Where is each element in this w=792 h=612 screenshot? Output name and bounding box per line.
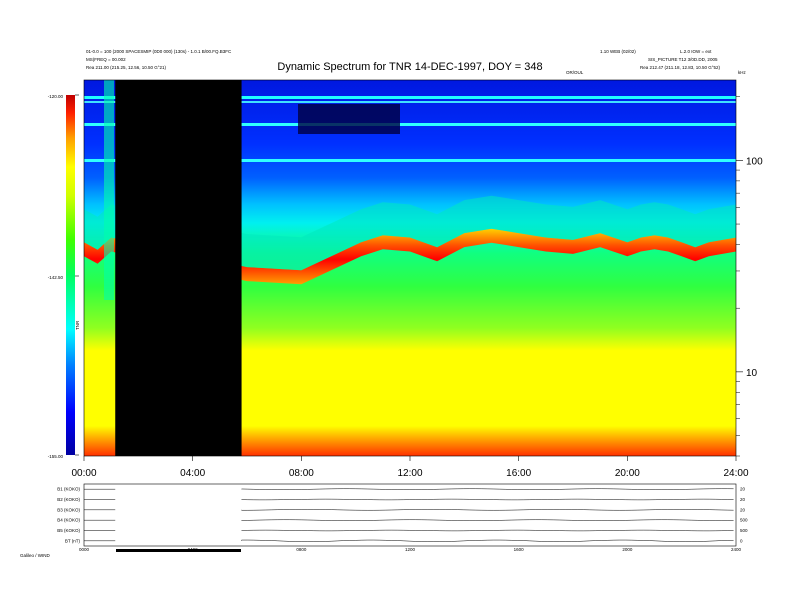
ephemeris-trace [241, 509, 734, 511]
x-axis: 00:00 04:00 08:00 12:00 16:00 20:00 24:00 [71, 456, 749, 479]
ephemeris-right-label: 500 [740, 518, 748, 523]
chart-title: Dynamic Spectrum for TNR 14-DEC-1997, DO… [277, 61, 542, 73]
x-tick-label: 24:00 [723, 468, 748, 479]
x-tick-label: 08:00 [289, 468, 314, 479]
ephemeris-row-label: B5 (KOKO) [57, 528, 80, 533]
header-right-line4: Rea 212.47 (211.18, 12.83, 10.50 G°52) [640, 65, 721, 70]
x-tick-label: 12:00 [397, 468, 422, 479]
ephemeris-right-label: 0 [740, 538, 743, 543]
ephemeris-corner-label: Galileo / WIND [20, 553, 51, 558]
header-center-small: OR/OUL [566, 70, 584, 75]
header-right-line1: 1.10 WEB (02/02) [600, 49, 636, 54]
ephemeris-time-label: 1200 [405, 547, 416, 552]
emission-stripe [84, 159, 736, 162]
colorbar [66, 95, 75, 455]
ephemeris-row-label: BT (nT) [65, 538, 81, 543]
emission-stripe [84, 101, 736, 103]
ephemeris-trace [241, 529, 734, 532]
spectrogram-plot [83, 79, 737, 457]
y-axis: 10 100 [736, 96, 763, 457]
y-tick-label: 10 [746, 368, 758, 379]
y-tick-label: 100 [746, 156, 763, 167]
ephemeris-row-label: B1 (KOKO) [57, 487, 80, 492]
header-right-corner: kHz [738, 70, 746, 75]
colorbar-title: TNR [75, 320, 80, 330]
ephemeris-time-label: 0000 [79, 547, 90, 552]
header-left-line3: Rea 211.00 (215.25, 12.56, 10.50 G°21) [86, 65, 167, 70]
header-left-line1: 01-0.0 = 100 (2000 SPACESMIP (0D0 000) (… [86, 49, 232, 54]
ephemeris-right-label: 500 [740, 528, 748, 533]
ephemeris-right-label: 20 [740, 487, 746, 492]
ephemeris-row-label: B4 (KOKO) [57, 518, 80, 523]
header-right-line3: SIS_PICTURE T12 3/0D.DD, 2005 [648, 57, 718, 62]
ephemeris-row-label: B3 (KOKO) [57, 507, 80, 512]
ephemeris-right-label: 20 [740, 507, 746, 512]
ephemeris-trace [241, 539, 734, 542]
ephemeris-row-label: B2 (KOKO) [57, 497, 80, 502]
ephemeris-trace [241, 488, 734, 490]
colorbar-max-label: -120.00 [48, 94, 64, 99]
header-left-line2: MS(FREQ = 00.002 [86, 57, 126, 62]
x-tick-label: 20:00 [615, 468, 640, 479]
ephemeris-panel: B1 (KOKO) 20 B2 (KOKO) 20 B3 (KOKO) 20 B4 (KOK… [20, 483, 748, 558]
emission-stripe [84, 123, 736, 126]
ephemeris-trace [241, 519, 734, 521]
emission-band [84, 228, 736, 285]
emission-stripe [84, 96, 736, 99]
x-tick-label: 16:00 [506, 468, 531, 479]
dark-patch [298, 104, 400, 134]
cyan-band [84, 195, 736, 271]
data-gap [115, 80, 242, 456]
colorbar-mid-label: -142.50 [48, 275, 64, 280]
header-right-line2: L.2.0 IOW = ext [680, 49, 712, 54]
ephemeris-time-label: 2000 [622, 547, 633, 552]
colorbar-min-label: -155.00 [48, 454, 64, 459]
ephemeris-time-label: 0800 [296, 547, 307, 552]
ephemeris-frame [83, 483, 737, 547]
ephemeris-time-label: 1600 [514, 547, 525, 552]
ephemeris-time-label: 2400 [731, 547, 742, 552]
early-event [104, 80, 114, 300]
x-tick-label: 04:00 [180, 468, 205, 479]
ephemeris-trace [241, 498, 734, 501]
ephemeris-right-label: 20 [740, 497, 746, 502]
ephemeris-gap-bar [116, 549, 241, 552]
x-tick-label: 00:00 [71, 468, 96, 479]
